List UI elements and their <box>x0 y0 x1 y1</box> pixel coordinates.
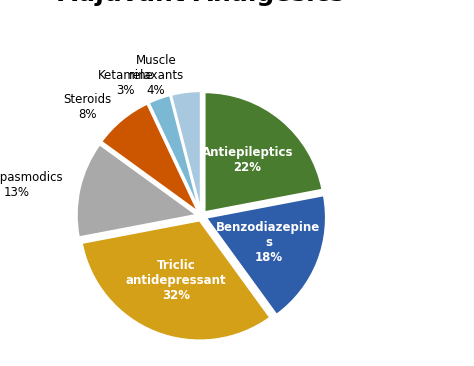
Title: Adjuvant Analgesics: Adjuvant Analgesics <box>58 0 345 6</box>
Text: Steroids
8%: Steroids 8% <box>63 93 111 121</box>
Text: Antiepileptics
22%: Antiepileptics 22% <box>201 146 293 175</box>
Wedge shape <box>82 220 270 340</box>
Text: Ketamine
3%: Ketamine 3% <box>98 69 154 97</box>
Text: Triclic
antidepressant
32%: Triclic antidepressant 32% <box>126 259 226 302</box>
Wedge shape <box>171 91 201 211</box>
Text: Muscle
relaxants
4%: Muscle relaxants 4% <box>128 54 184 97</box>
Text: Antispasmodics
13%: Antispasmodics 13% <box>0 171 63 199</box>
Wedge shape <box>204 92 322 212</box>
Wedge shape <box>206 195 326 315</box>
Wedge shape <box>77 144 197 238</box>
Text: Benzodiazepine
s
18%: Benzodiazepine s 18% <box>216 221 320 264</box>
Wedge shape <box>101 104 199 212</box>
Wedge shape <box>149 95 200 212</box>
